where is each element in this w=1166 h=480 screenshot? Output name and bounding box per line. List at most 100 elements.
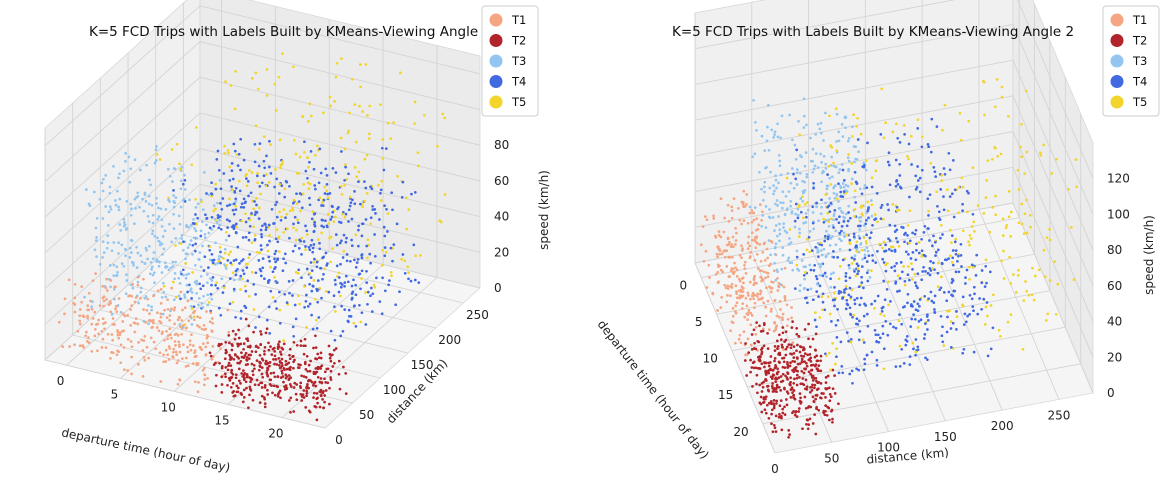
scatter-point bbox=[1048, 238, 1052, 242]
scatter-point bbox=[882, 314, 886, 318]
scatter-point bbox=[841, 296, 845, 299]
z-axis-label: speed (km/h) bbox=[537, 170, 551, 250]
scatter-point bbox=[949, 254, 952, 258]
scatter-point bbox=[831, 420, 834, 424]
scatter-point bbox=[249, 191, 253, 195]
scatter-point bbox=[794, 202, 798, 206]
scatter-point bbox=[324, 167, 328, 171]
scatter-point bbox=[212, 209, 216, 213]
scatter-point bbox=[202, 171, 206, 174]
scatter-point bbox=[170, 240, 174, 244]
scatter-point bbox=[257, 148, 261, 151]
scatter-point bbox=[812, 227, 816, 231]
scatter-point bbox=[783, 366, 787, 369]
scatter-point bbox=[727, 255, 730, 259]
scatter-point bbox=[864, 159, 868, 162]
scatter-point bbox=[162, 285, 166, 288]
scatter-point bbox=[848, 216, 852, 220]
scatter-point bbox=[154, 159, 158, 162]
scatter-point bbox=[109, 357, 112, 360]
scatter-point bbox=[298, 384, 302, 388]
scatter-point bbox=[726, 287, 730, 290]
scatter-point bbox=[246, 339, 250, 343]
scatter-point bbox=[921, 270, 925, 273]
scatter-point bbox=[308, 203, 312, 207]
scatter-point bbox=[744, 342, 747, 345]
scatter-point bbox=[785, 376, 789, 379]
scatter-point bbox=[797, 407, 801, 410]
scatter-point bbox=[760, 410, 764, 414]
scatter-point bbox=[863, 248, 866, 252]
scatter-point bbox=[369, 261, 372, 265]
scatter-point bbox=[127, 155, 131, 159]
scatter-point bbox=[735, 231, 738, 235]
scatter-point bbox=[332, 348, 336, 352]
scatter-point bbox=[773, 298, 777, 302]
scatter-point bbox=[186, 350, 190, 354]
scatter-point bbox=[230, 348, 234, 352]
scatter-point bbox=[328, 192, 332, 195]
scatter-point bbox=[320, 218, 324, 222]
scatter-point bbox=[238, 277, 242, 281]
scatter-point bbox=[282, 342, 286, 346]
scatter-point bbox=[814, 152, 818, 155]
scatter-point bbox=[903, 240, 906, 244]
scatter-point bbox=[225, 264, 228, 267]
scatter-point bbox=[732, 245, 735, 249]
scatter-point bbox=[407, 271, 410, 275]
scatter-point bbox=[789, 204, 793, 208]
scatter-point bbox=[760, 352, 763, 356]
scatter-point bbox=[226, 259, 230, 262]
scatter-point bbox=[218, 245, 222, 249]
scatter-point bbox=[321, 398, 324, 401]
scatter-point bbox=[989, 304, 993, 307]
scatter-point bbox=[301, 115, 304, 119]
scatter-point bbox=[752, 218, 756, 222]
scatter-point bbox=[141, 375, 145, 378]
scatter-point bbox=[136, 191, 140, 195]
scatter-point bbox=[359, 202, 362, 206]
scatter-point bbox=[918, 176, 922, 180]
scatter-point bbox=[849, 312, 852, 316]
scatter-point bbox=[324, 289, 328, 293]
scatter-point bbox=[774, 414, 778, 418]
scatter-point bbox=[741, 286, 745, 290]
scatter-point bbox=[856, 138, 860, 141]
scatter-point bbox=[834, 107, 838, 111]
scatter-point bbox=[278, 210, 281, 214]
scatter-point bbox=[946, 315, 949, 319]
scatter-point bbox=[119, 343, 123, 347]
scatter-point bbox=[148, 244, 151, 248]
scatter-point bbox=[259, 274, 263, 278]
scatter-point bbox=[1022, 299, 1026, 302]
scatter-point bbox=[778, 232, 782, 236]
scatter-point bbox=[326, 192, 330, 196]
scatter-point bbox=[754, 332, 758, 336]
scatter-point bbox=[852, 235, 856, 239]
scatter-point bbox=[117, 252, 120, 255]
scatter-point bbox=[852, 313, 856, 317]
scatter-point bbox=[814, 245, 818, 249]
scatter-point bbox=[963, 312, 967, 316]
scatter-point bbox=[845, 298, 849, 302]
scatter-point bbox=[398, 290, 401, 294]
scatter-point bbox=[150, 326, 154, 329]
scatter-point bbox=[820, 180, 823, 184]
scatter-point bbox=[114, 305, 118, 308]
scatter-point bbox=[753, 239, 756, 242]
scatter-point bbox=[790, 261, 794, 265]
scatter-point bbox=[873, 299, 877, 303]
scatter-point bbox=[1024, 89, 1028, 93]
scatter-point bbox=[391, 208, 394, 212]
scatter-point bbox=[792, 356, 796, 359]
scatter-point bbox=[259, 269, 263, 273]
scatter-point bbox=[269, 345, 272, 348]
scatter-point bbox=[750, 314, 754, 317]
scatter-point bbox=[102, 322, 105, 325]
scatter-point bbox=[289, 385, 293, 388]
scatter-point bbox=[305, 391, 309, 395]
scatter-point bbox=[731, 307, 735, 310]
scatter-point bbox=[78, 308, 82, 311]
scatter-point bbox=[308, 302, 312, 306]
scatter-point bbox=[791, 320, 794, 323]
